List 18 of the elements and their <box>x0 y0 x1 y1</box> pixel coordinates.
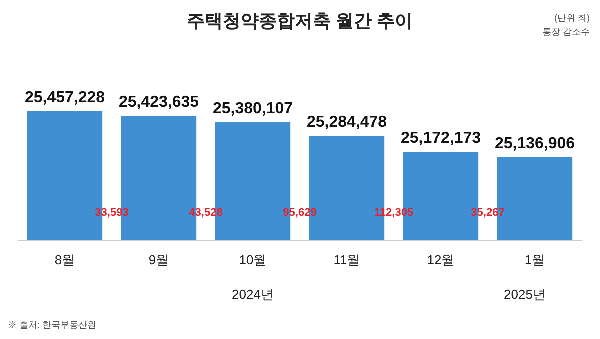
x-tick-label: 11월 <box>334 252 360 268</box>
data-label: 25,284,478 <box>306 114 388 132</box>
chart-title: 주택청약종합저축 월간 추이 <box>186 11 414 31</box>
data-label: 25,136,906 <box>494 135 576 152</box>
x-tick-label: 9월 <box>148 252 170 268</box>
annotation: 2024년 <box>232 287 274 302</box>
x-tick-label: 12월 <box>427 252 455 268</box>
x-tick-label: 10월 <box>239 252 267 268</box>
x-tick-label: 1월 <box>524 252 546 268</box>
x-tick-label: 8월 <box>54 252 76 268</box>
text: (단위 좌) <box>554 13 590 23</box>
data-label: 25,423,635 <box>118 94 200 112</box>
annotation: ※ 출처: 한국부동산원 <box>8 320 97 330</box>
data-label: 25,380,107 <box>212 100 294 118</box>
data-label: 25,172,173 <box>400 130 482 148</box>
data-label: 25,457,228 <box>24 89 106 106</box>
annotation: 2025년 <box>504 287 546 302</box>
text: 통장 감소수 <box>542 27 590 37</box>
